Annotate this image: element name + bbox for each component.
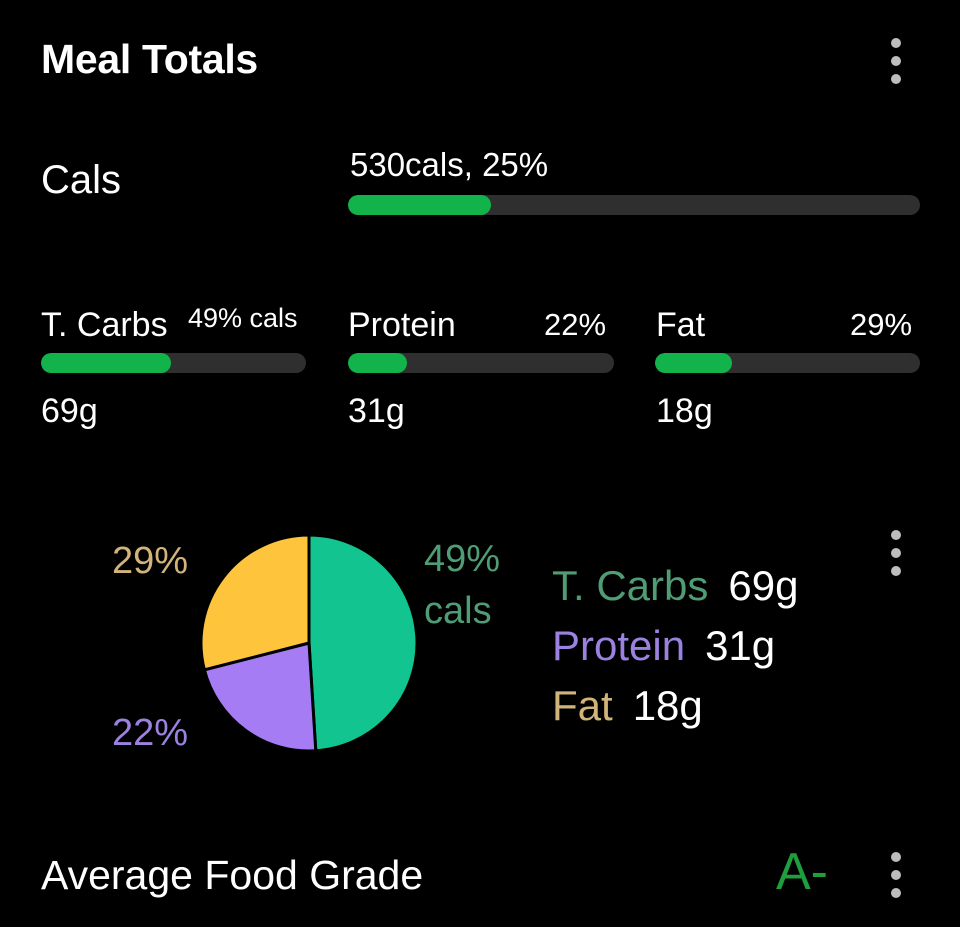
protein-progress-fill [348, 353, 407, 373]
protein-label: Protein [348, 306, 456, 344]
legend-carbs-grams: 69g [728, 562, 799, 609]
protein-grams: 31g [348, 392, 405, 430]
calories-label: Cals [41, 158, 122, 202]
fat-label: Fat [656, 306, 706, 344]
average-food-grade-value: A- [776, 843, 828, 901]
calories-value: 530cals, 25% [350, 146, 549, 183]
pie-label-carbs-line1: 49% [424, 538, 501, 580]
pie-label-carbs-line2: cals [424, 590, 492, 632]
calories-progress-bar [348, 195, 920, 215]
page-title: Meal Totals [41, 36, 258, 82]
carbs-label: T. Carbs [41, 306, 168, 344]
legend-protein-name: Protein [552, 622, 686, 669]
calories-progress-fill [348, 195, 491, 215]
legend-fat-grams: 18g [632, 682, 703, 729]
carbs-grams: 69g [41, 392, 98, 430]
legend-protein: Protein 31g [552, 622, 775, 670]
pie-slice-protein [202, 641, 318, 753]
fat-progress-fill [655, 353, 732, 373]
carbs-progress-bar [41, 353, 306, 373]
legend-carbs-name: T. Carbs [552, 562, 709, 609]
grade-more-options-icon[interactable] [885, 852, 907, 898]
carbs-progress-fill [41, 353, 171, 373]
legend-carbs: T. Carbs 69g [552, 562, 798, 610]
protein-progress-bar [348, 353, 614, 373]
pie-slice-carbs [307, 533, 419, 753]
legend-protein-grams: 31g [705, 622, 776, 669]
protein-percent: 22% [544, 307, 607, 342]
fat-grams: 18g [656, 392, 713, 430]
pie-label-fat: 29% [112, 540, 189, 582]
chart-more-options-icon[interactable] [885, 530, 907, 576]
macro-pie-chart [199, 533, 419, 753]
more-options-icon[interactable] [885, 38, 907, 84]
legend-fat: Fat 18g [552, 682, 703, 730]
fat-progress-bar [655, 353, 920, 373]
average-food-grade-label: Average Food Grade [41, 852, 424, 898]
carbs-percent: 49% cals [188, 303, 298, 333]
pie-label-protein: 22% [112, 712, 189, 754]
fat-percent: 29% [850, 307, 913, 342]
pie-slice-fat [199, 533, 311, 672]
legend-fat-name: Fat [552, 682, 613, 729]
